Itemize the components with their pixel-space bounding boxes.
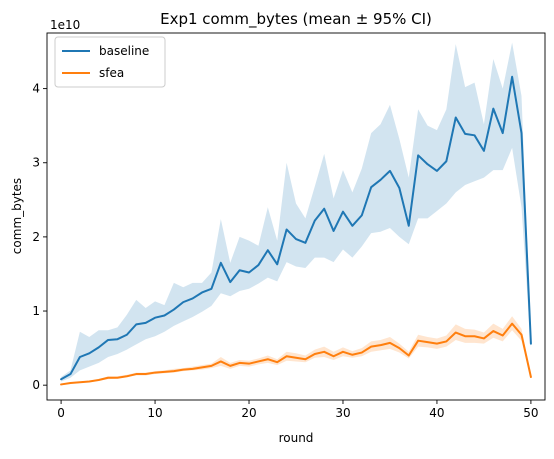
y-axis-label: comm_bytes: [10, 178, 24, 254]
series-line-sfea: [60, 322, 532, 386]
legend-label-baseline: baseline: [99, 44, 149, 58]
series-lines: [60, 75, 532, 386]
axes: [46, 32, 546, 401]
x-tick-label: 30: [335, 406, 350, 420]
x-tick-label: 50: [523, 406, 538, 420]
y-tick-label: 1: [32, 304, 40, 318]
y-tick-label: 3: [32, 156, 40, 170]
series-line-baseline: [60, 75, 532, 381]
y-tick-label: 0: [32, 378, 40, 392]
y-axis-scale-label: 1e10: [50, 18, 80, 32]
x-tick-label: 10: [147, 406, 162, 420]
plot-frame: [46, 32, 546, 401]
tick-marks: 0 10 20 30 40 50 0 1 2 3 4: [32, 82, 538, 420]
plot-area: [47, 33, 545, 400]
x-axis-label: round: [279, 431, 314, 445]
x-tick-label: 0: [57, 406, 65, 420]
chart-title: Exp1 comm_bytes (mean ± 95% CI): [160, 10, 432, 29]
ci-band-baseline: [61, 42, 531, 382]
y-tick-label: 2: [32, 230, 40, 244]
y-tick-label: 4: [32, 82, 40, 96]
legend-box: [54, 36, 166, 88]
x-tick-label: 40: [429, 406, 444, 420]
legend: baseline sfea: [54, 36, 166, 88]
x-tick-label: 20: [241, 406, 256, 420]
legend-label-sfea: sfea: [99, 66, 124, 80]
plot-background: [47, 33, 545, 400]
